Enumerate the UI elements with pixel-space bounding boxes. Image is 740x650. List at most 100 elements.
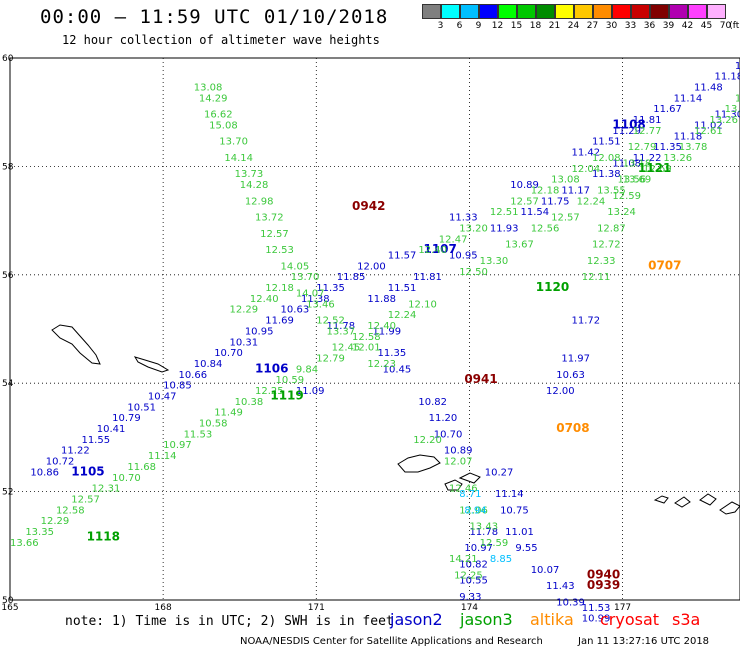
swh-point: 13.35 [25, 527, 54, 538]
swh-point: 10.99 [582, 614, 611, 625]
swh-point: 11.72 [572, 316, 601, 327]
swh-point: 11.99 [372, 326, 401, 337]
swh-point: 12.24 [577, 196, 606, 207]
swh-point: 11.81 [633, 115, 662, 126]
swh-point: 13.37 [327, 326, 356, 337]
swh-point: 13.20 [459, 223, 488, 234]
swh-point: 11.01 [505, 527, 534, 538]
lon-tick-label: 177 [614, 603, 631, 613]
swh-point: 11.69 [265, 316, 294, 327]
swh-point: 12.00 [357, 261, 386, 272]
legend-swatch [441, 4, 460, 19]
swh-point: 13.70 [735, 93, 740, 104]
swh-point: 11.08 [612, 158, 641, 169]
legend-swatch [555, 4, 574, 19]
swh-point: 11.57 [388, 251, 417, 262]
swh-point: 14.21 [449, 554, 478, 565]
legend-swatch [631, 4, 650, 19]
swh-point: 12.45 [332, 343, 361, 354]
swh-point: 12.72 [592, 240, 621, 251]
swh-point: 12.40 [367, 321, 396, 332]
swh-point: 10.07 [531, 565, 560, 576]
legend-s3a: s3a [672, 610, 701, 629]
swh-point: 10.38 [235, 397, 264, 408]
legend-label: 45 [700, 21, 713, 31]
pass-time-label: 1107 [423, 242, 456, 256]
map-frame [9, 57, 740, 601]
swh-point: 10.82 [459, 559, 488, 570]
swh-point: 13.55 [597, 186, 626, 197]
swh-point: 12.79 [628, 142, 657, 153]
swh-point: 11.51 [592, 137, 621, 148]
swh-point: 11.93 [490, 223, 519, 234]
swh-point: 12.57 [551, 213, 580, 224]
swh-point: 10.95 [245, 326, 274, 337]
swh-point: 12.04 [572, 164, 601, 175]
swh-point: 12.69 [643, 164, 672, 175]
swh-point: 13.70 [291, 272, 320, 283]
swh-point: 12.56 [531, 223, 560, 234]
swh-point: 12.29 [230, 305, 259, 316]
swh-point: 11.14 [674, 93, 703, 104]
swh-point: 11.22 [61, 446, 90, 457]
swh-point: 10.97 [163, 440, 192, 451]
swh-point: 10.39 [556, 597, 585, 608]
swh-point: 13.70 [219, 137, 248, 148]
pass-time-label: 1106 [255, 361, 288, 375]
swh-point: 13.08 [551, 175, 580, 186]
lat-tick-label: 54 [2, 379, 14, 389]
swh-point: 12.58 [352, 332, 381, 343]
swh-point: 12.59 [480, 538, 509, 549]
swh-point: 10.70 [434, 429, 463, 440]
credit-line: NOAA/NESDIS Center for Satellite Applica… [240, 636, 543, 647]
swh-point: 12.24 [388, 310, 417, 321]
page-title: 00:00 – 11:59 UTC 01/10/2018 [40, 6, 389, 28]
pass-time-label: 0708 [556, 421, 589, 435]
legend-cryosat: cryosat [600, 610, 660, 629]
swh-point: 15.08 [209, 120, 238, 131]
lat-tick-label: 56 [2, 271, 14, 281]
swh-point: 10.95 [449, 251, 478, 262]
legend-label: 70 [719, 21, 732, 31]
swh-point: 11.53 [582, 603, 611, 614]
swh-point: 10.89 [444, 446, 473, 457]
lat-tick-label: 52 [2, 488, 13, 498]
swh-point: 10.85 [163, 381, 192, 392]
swh-point: 12.79 [316, 354, 345, 365]
swh-point: 8.71 [459, 489, 481, 500]
legend-swatch [707, 4, 726, 19]
land-outline [397, 454, 441, 473]
swh-point: 11.88 [367, 294, 396, 305]
swh-point: 13.72 [255, 213, 284, 224]
swh-point: 9.84 [296, 364, 318, 375]
pass-time-label: 1120 [536, 280, 569, 294]
swh-point: 12.53 [265, 245, 294, 256]
footnote: note: 1) Time is in UTC; 2) SWH is in fe… [65, 614, 394, 629]
swh-point: 10.84 [194, 359, 223, 370]
pass-time-label: 0940 [587, 567, 620, 581]
legend-swatch [422, 4, 441, 19]
lat-tick-label: 50 [2, 596, 14, 606]
swh-point: 11.30 [714, 110, 740, 121]
swh-point: 13.56 [617, 175, 646, 186]
swh-point: 11.43 [546, 581, 575, 592]
legend-label: 3 [437, 21, 444, 31]
swh-point: 11.78 [327, 321, 356, 332]
land-outline [699, 493, 717, 506]
swh-point: 11.20 [429, 413, 458, 424]
swh-point: 12.58 [56, 505, 85, 516]
legend-swatch [688, 4, 707, 19]
swh-point: 11.33 [449, 213, 478, 224]
swh-point: 8.94 [464, 505, 486, 516]
swh-point: 13.18 [623, 158, 652, 169]
swh-point: 10.79 [112, 413, 141, 424]
swh-point: 10.97 [464, 543, 493, 554]
legend-swatch [593, 4, 612, 19]
land-outline [674, 496, 691, 508]
legend-label: 12 [491, 21, 504, 31]
swh-point: 11.81 [413, 272, 442, 283]
swh-point: 10.89 [510, 180, 539, 191]
swh-point: 11.14 [495, 489, 524, 500]
swh-point: 13.67 [505, 240, 534, 251]
